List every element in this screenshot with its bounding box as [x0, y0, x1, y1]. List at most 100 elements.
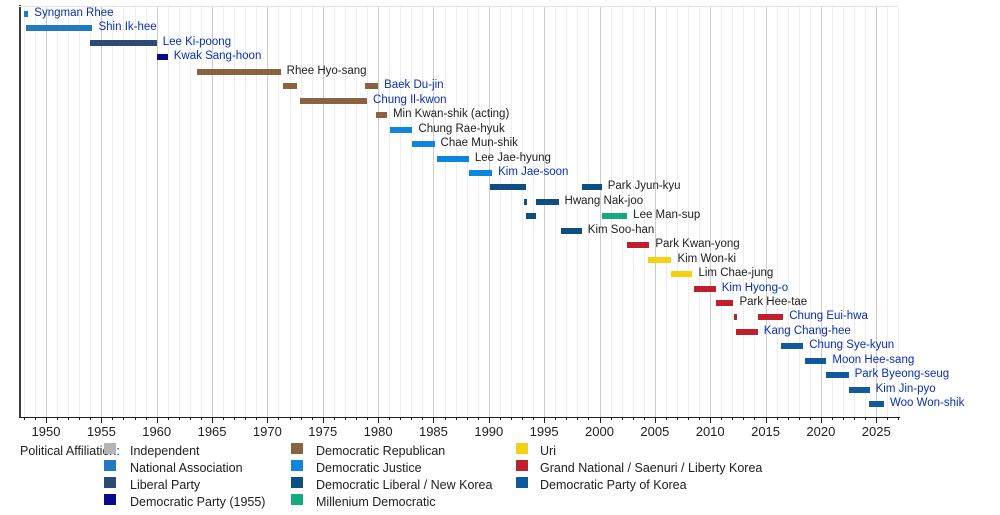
grid-line-minor: [798, 7, 800, 417]
axis-tick: [79, 417, 81, 420]
axis-tick: [477, 417, 479, 420]
timeline-bar: [375, 112, 387, 119]
legend-swatch-liberal: [104, 477, 116, 488]
axis-tick: [167, 417, 169, 420]
grid-line-major: [101, 7, 103, 417]
grid-line-minor: [477, 7, 479, 417]
speaker-label: Park Kwan-yong: [655, 238, 740, 251]
timeline-bar: [671, 271, 693, 278]
grid-line-minor: [665, 7, 667, 417]
speaker-label[interactable]: Kim Jae-soon: [498, 165, 569, 178]
grid-line-minor: [68, 7, 70, 417]
timeline-bar: [757, 314, 784, 321]
grid-line-minor: [466, 7, 468, 417]
grid-line-major: [765, 7, 767, 417]
speaker-label[interactable]: Baek Du-jin: [384, 79, 444, 92]
axis-tick: [643, 417, 645, 420]
grid-line-minor: [57, 7, 59, 417]
grid-line-major: [544, 7, 546, 417]
grid-line-minor: [167, 7, 169, 417]
x-axis-tick-label: 2000: [585, 424, 614, 439]
axis-tick: [234, 417, 236, 420]
speaker-label[interactable]: Kwak Sang-hoon: [173, 50, 262, 63]
timeline-bar: [805, 357, 827, 364]
speaker-label[interactable]: Lee Ki-poong: [162, 35, 232, 48]
grid-line-major: [156, 7, 158, 417]
speaker-label: Park Jyun-kyu: [607, 180, 681, 193]
grid-line-minor: [444, 7, 446, 417]
timeline-bar: [524, 198, 528, 205]
grid-line-major: [488, 7, 490, 417]
axis-tick: [599, 417, 601, 423]
grid-line-minor: [522, 7, 523, 417]
speaker-label[interactable]: Kim Jin-pyo: [875, 382, 936, 395]
axis-tick: [776, 417, 778, 420]
axis-tick: [278, 417, 280, 420]
speaker-label[interactable]: Syngman Rhee: [34, 7, 114, 19]
speaker-label[interactable]: Shin Ik-hee: [98, 21, 157, 34]
grid-line-minor: [34, 7, 36, 417]
legend-swatch-national_association: [104, 460, 116, 471]
axis-tick: [189, 417, 191, 420]
timeline-bar: [627, 242, 650, 249]
timeline-bar: [581, 184, 602, 191]
axis-tick: [555, 417, 557, 420]
timeline-bar: [781, 343, 804, 350]
axis-tick: [533, 417, 535, 420]
timeline-bar: [826, 372, 849, 379]
axis-tick: [455, 417, 457, 420]
axis-tick: [134, 417, 136, 420]
axis-tick: [344, 417, 346, 420]
x-axis-tick-label: 1995: [529, 424, 559, 439]
grid-line-minor: [533, 7, 535, 417]
legend-label: Democratic Party of Korea: [540, 478, 687, 492]
legend-label: National Association: [130, 461, 243, 475]
speaker-label[interactable]: Park Byeong-seug: [854, 368, 950, 381]
grid-line-major: [433, 7, 435, 417]
grid-line-major: [876, 7, 878, 417]
timeline-bar: [282, 83, 298, 90]
speaker-label[interactable]: Chung Eui-hwa: [789, 310, 868, 323]
speaker-label: Lee Man-sup: [633, 209, 701, 222]
timeline-bar: [735, 328, 758, 335]
axis-tick: [809, 417, 811, 420]
speaker-label[interactable]: Kang Chang-hee: [763, 324, 851, 337]
legend-swatch-millenium_democratic: [291, 494, 303, 505]
axis-tick: [876, 417, 878, 423]
axis-tick: [178, 417, 180, 420]
axis-tick: [665, 417, 667, 420]
axis-tick: [831, 417, 833, 420]
speaker-label[interactable]: Chung Il-kwon: [373, 93, 447, 106]
grid-line-major: [710, 7, 712, 417]
grid-line-minor: [278, 7, 280, 417]
axis-tick: [123, 417, 125, 420]
speaker-label[interactable]: Kim Hyong-o: [721, 281, 789, 294]
axis-tick: [101, 417, 103, 423]
speaker-label[interactable]: Moon Hee-sang: [832, 353, 915, 366]
x-axis-line: [19, 417, 901, 418]
legend: Political Affiliation: Independent Nation…: [0, 438, 1000, 515]
grid-line-minor: [455, 7, 457, 417]
speaker-label[interactable]: Woo Won-shik: [889, 397, 965, 410]
grid-line-minor: [699, 7, 701, 417]
timeline-bar: [734, 314, 737, 321]
axis-tick: [422, 417, 424, 420]
axis-tick: [245, 417, 247, 420]
speaker-label[interactable]: Chung Sye-kyun: [809, 339, 895, 352]
axis-tick: [57, 417, 59, 420]
legend-label: Democratic Liberal / New Korea: [316, 478, 493, 492]
x-axis-tick-label: 2015: [751, 424, 781, 439]
axis-tick: [68, 417, 70, 420]
grid-line-minor: [422, 7, 424, 417]
legend-swatch-uri: [516, 443, 528, 454]
axis-tick: [577, 417, 579, 420]
grid-line-minor: [688, 7, 690, 417]
axis-tick: [566, 417, 568, 420]
speaker-label: Kim Soo-han: [587, 223, 655, 236]
legend-label: Democratic Party (1955): [130, 495, 266, 509]
legend-label: Liberal Party: [130, 478, 201, 492]
grid-line-minor: [632, 7, 634, 417]
axis-tick: [311, 417, 313, 420]
axis-tick: [322, 417, 324, 423]
